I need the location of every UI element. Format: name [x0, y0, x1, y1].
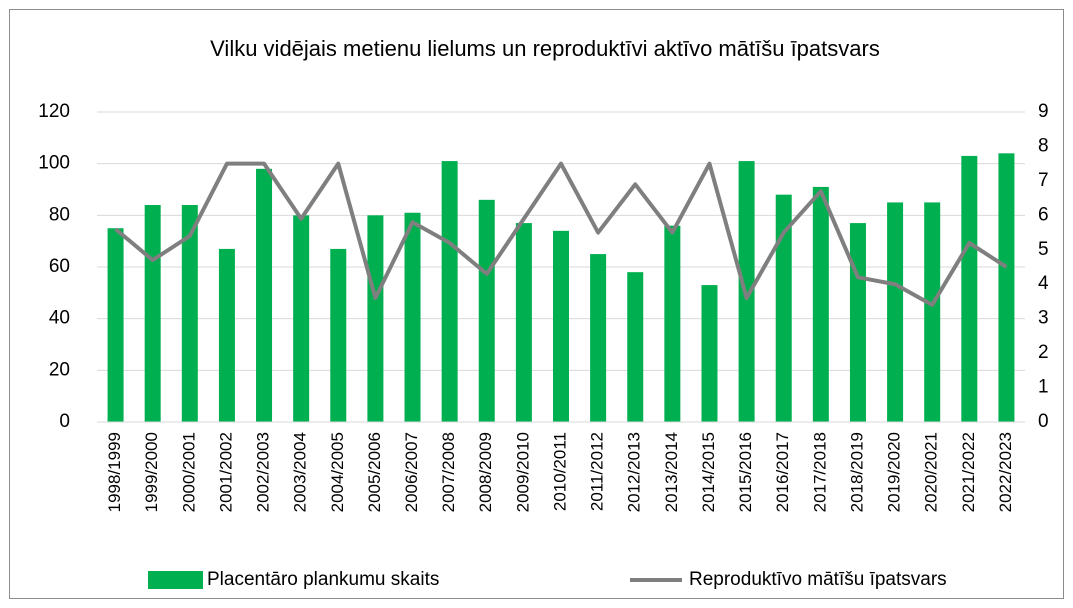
- y2-tick-label: 2: [1038, 342, 1049, 363]
- x-tick-label: 2008/2009: [476, 432, 495, 512]
- y2-tick-label: 8: [1038, 135, 1049, 156]
- bar: [404, 212, 421, 422]
- bar: [330, 248, 347, 422]
- y-tick-label: 60: [49, 256, 70, 277]
- line: [114, 161, 1008, 307]
- x-tick-label: 2005/2006: [365, 432, 384, 512]
- x-tick-label: 2016/2017: [773, 432, 792, 512]
- x-tick-label: 2017/2018: [810, 432, 829, 512]
- bar: [775, 194, 792, 422]
- x-tick-label: 2021/2022: [959, 432, 978, 512]
- x-tick-label: 1998/1999: [105, 432, 124, 512]
- y-tick-label: 40: [49, 308, 70, 329]
- bar: [961, 155, 978, 422]
- x-tick-label: 2018/2019: [847, 432, 866, 512]
- x-tick-label: 2015/2016: [736, 432, 755, 512]
- bar: [256, 168, 273, 422]
- bar: [998, 153, 1015, 423]
- bar: [701, 285, 718, 422]
- y2-tick-label: 3: [1038, 308, 1049, 329]
- bar: [293, 215, 310, 422]
- x-tick-label: 2004/2005: [328, 432, 347, 512]
- bar: [441, 161, 458, 423]
- legend-label: Placentāro plankumu skaits: [207, 569, 439, 590]
- x-tick-label: 2001/2002: [216, 432, 235, 512]
- legend-swatch: [148, 571, 203, 589]
- y-tick-label: 0: [59, 411, 70, 432]
- x-tick-label: 2002/2003: [254, 432, 273, 512]
- y2-tick-label: 4: [1038, 273, 1049, 294]
- bar: [515, 223, 532, 422]
- bar: [887, 202, 904, 422]
- bar: [627, 272, 644, 422]
- legend-label: Reproduktīvo mātīšu īpatsvars: [689, 569, 947, 590]
- bar: [924, 202, 941, 422]
- chart-frame: [9, 9, 1064, 599]
- x-tick-label: 2012/2013: [625, 432, 644, 512]
- x-tick-label: 2010/2011: [550, 432, 569, 511]
- y-tick-label: 100: [38, 153, 70, 174]
- y2-tick-label: 6: [1038, 204, 1049, 225]
- bar: [553, 230, 569, 422]
- y2-tick-label: 0: [1038, 411, 1049, 432]
- y-tick-label: 20: [49, 359, 70, 380]
- x-tick-label: 2014/2015: [699, 432, 718, 512]
- bar: [107, 228, 124, 422]
- bar: [218, 248, 235, 422]
- y2-tick-label: 9: [1038, 101, 1049, 122]
- x-tick-label: 2013/2014: [662, 432, 681, 512]
- x-tick-label: 2020/2021: [922, 432, 941, 512]
- x-tick-label: 2003/2004: [291, 432, 310, 512]
- x-tick-label: 2011/2012: [588, 432, 607, 511]
- bar: [812, 186, 829, 422]
- bar: [144, 205, 161, 422]
- x-tick-label: 2006/2007: [402, 432, 421, 512]
- x-tick-label: 2007/2008: [439, 432, 458, 512]
- bar: [849, 223, 866, 422]
- x-tick-label: 2019/2020: [885, 432, 904, 512]
- y2-tick-label: 5: [1038, 239, 1049, 260]
- bar: [478, 199, 495, 422]
- x-tick-label: 2009/2010: [513, 432, 532, 512]
- x-tick-label: 2000/2001: [179, 432, 198, 512]
- chart-title: Vilku vidējais metienu lielums un reprod…: [210, 36, 880, 61]
- bar: [664, 225, 681, 422]
- bar: [590, 254, 607, 422]
- bar: [181, 205, 198, 422]
- y-tick-label: 80: [49, 204, 70, 225]
- y2-tick-label: 1: [1038, 377, 1049, 398]
- x-tick-label: 2022/2023: [996, 432, 1015, 512]
- y2-tick-label: 7: [1038, 170, 1049, 191]
- y-tick-label: 120: [38, 101, 70, 122]
- bar: [367, 215, 384, 422]
- x-tick-label: 1999/2000: [142, 432, 161, 512]
